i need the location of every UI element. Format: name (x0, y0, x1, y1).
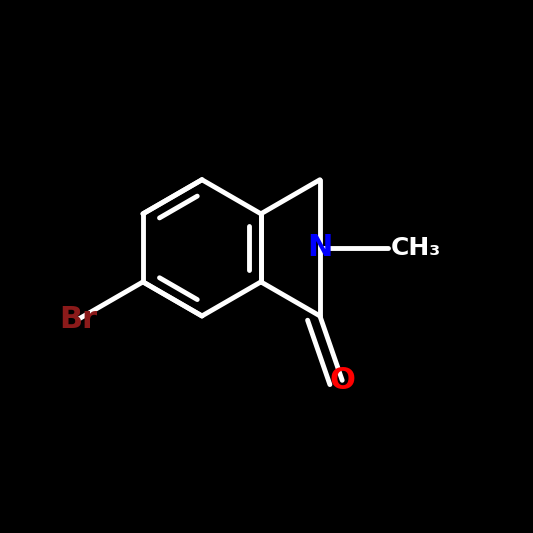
Text: CH₃: CH₃ (391, 236, 441, 260)
Text: O: O (329, 366, 355, 395)
Text: Br: Br (59, 305, 97, 334)
Text: N: N (307, 233, 333, 262)
